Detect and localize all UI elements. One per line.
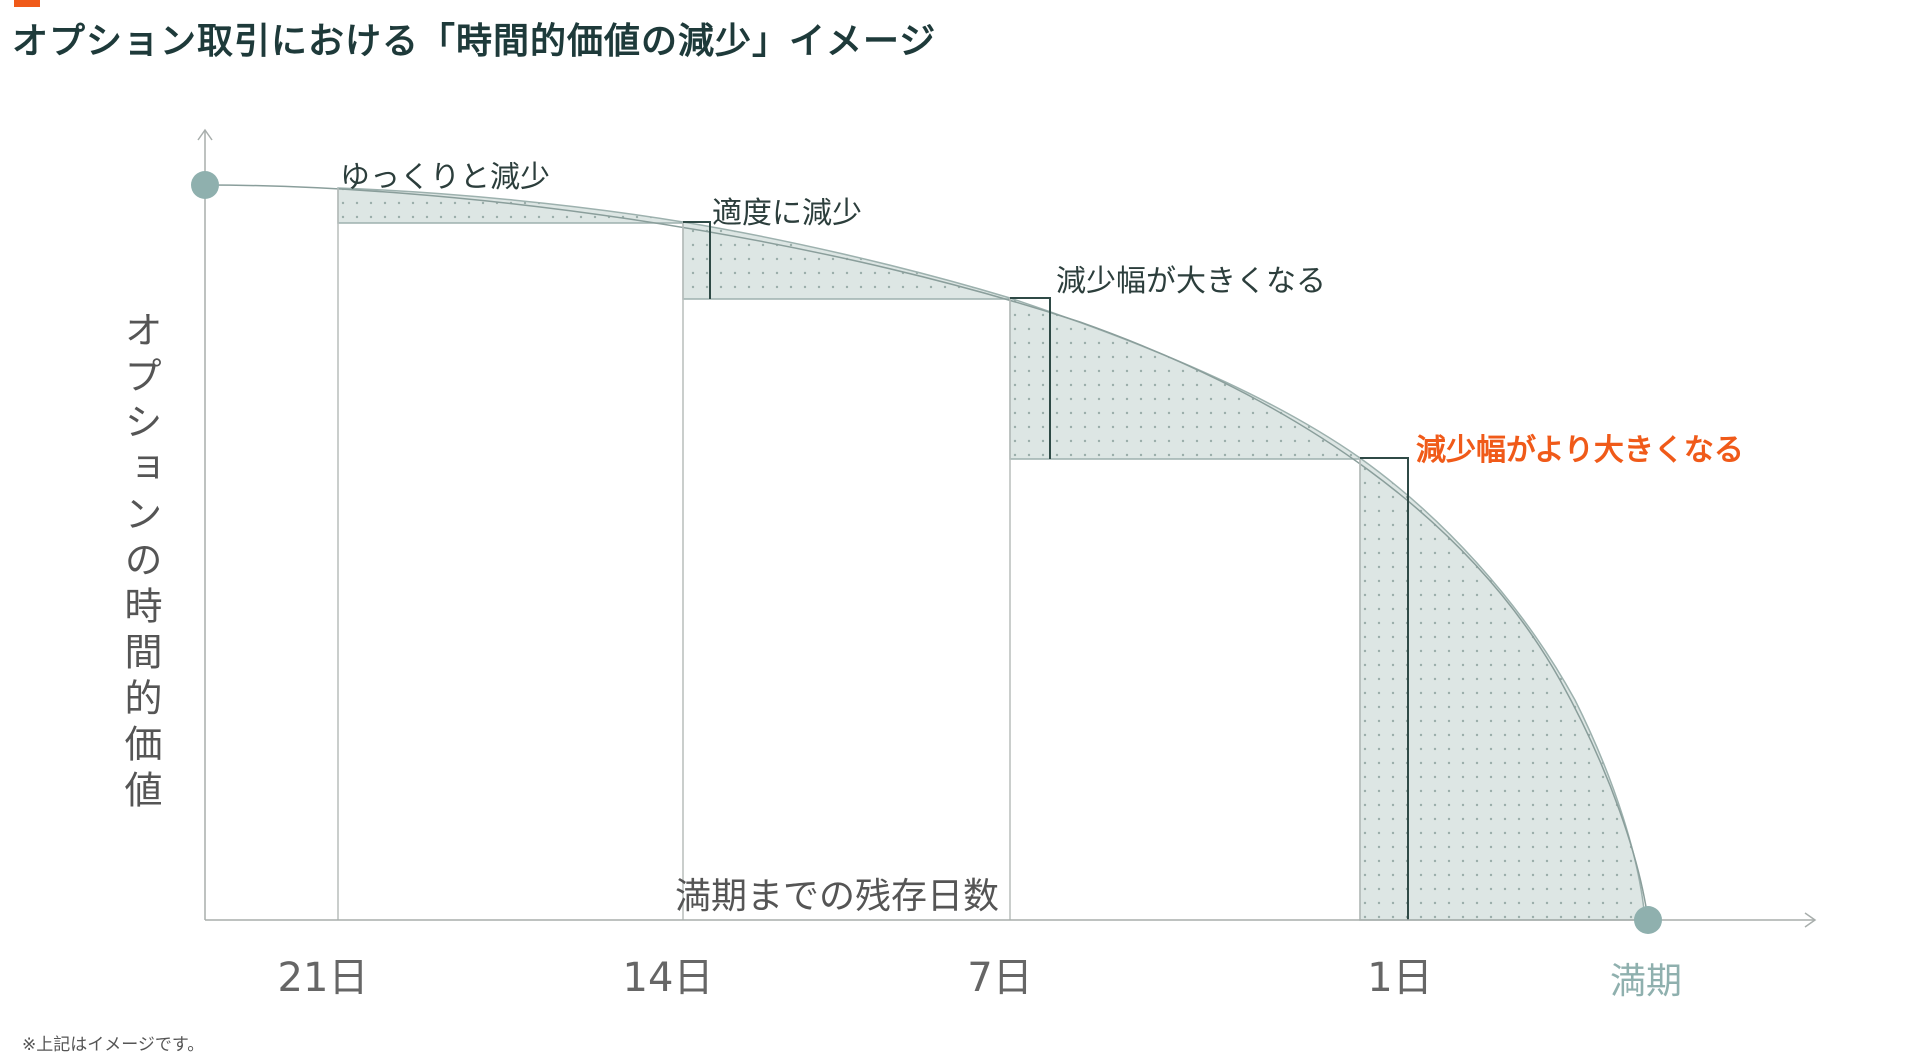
start-marker [191, 171, 219, 199]
tick-14: 14日 [622, 955, 714, 1001]
annotation-even-larger: 減少幅がより大きくなる [1416, 433, 1744, 468]
tick-21: 21日 [277, 955, 369, 1001]
annotation-moderate: 適度に減少 [712, 196, 862, 231]
y-axis-label: オプションの時間的価値 [118, 310, 162, 816]
decrease-area-1-expiry [1359, 456, 1646, 921]
time-value-curve [204, 184, 1649, 921]
title-accent-bar [14, 0, 40, 7]
annotation-slow: ゆっくりと減少 [340, 160, 550, 195]
step-1 [1360, 457, 1409, 920]
footnote: ※上記はイメージです。 [22, 1035, 205, 1055]
annotation-larger: 減少幅が大きくなる [1056, 264, 1326, 299]
expiry-marker [1634, 906, 1662, 934]
tick-1: 1日 [1367, 955, 1433, 1001]
page-title: オプション取引における「時間的価値の減少」イメージ [12, 21, 937, 62]
decrease-area-7-1 [1009, 296, 1361, 460]
x-axis-arrow [1804, 912, 1817, 928]
tick-expiry: 満期 [1609, 961, 1683, 1002]
y-axis-arrow [197, 128, 213, 141]
step-7 [1010, 297, 1051, 459]
decrease-area-14-7 [682, 221, 1011, 300]
tick-7: 7日 [967, 955, 1033, 1001]
x-axis-label: 満期までの残存日数 [675, 876, 1000, 917]
step-14 [683, 221, 711, 299]
